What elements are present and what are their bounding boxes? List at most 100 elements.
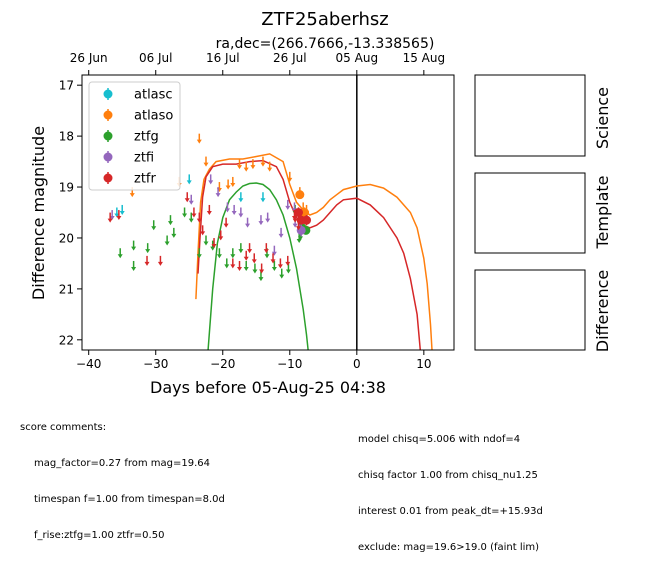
legend-marker <box>103 173 113 183</box>
upper-limit-arrow-ztfi <box>245 223 251 228</box>
legend-label: atlaso <box>134 109 173 124</box>
legend-label: ztfi <box>134 151 154 166</box>
upper-limit-arrow-ztfi <box>109 216 115 221</box>
legend: atlasc atlaso ztfg ztfi ztfr <box>88 81 181 191</box>
upper-limit-arrow-ztfr <box>251 259 257 264</box>
model-comment-line: model chisq=5.006 with ndof=4 <box>358 434 521 445</box>
axes-frame <box>81 74 455 351</box>
upper-limit-arrow-ztfg <box>164 241 170 246</box>
detection-point-ztfr <box>293 208 303 217</box>
upper-limit-arrow-ztfg <box>131 246 137 251</box>
legend-marker <box>103 131 113 141</box>
legend-box <box>88 81 181 191</box>
model-curve-ztfg <box>207 182 309 350</box>
upper-limit-arrow-ztfr <box>191 213 197 218</box>
upper-limit-arrow-ztfg <box>271 266 277 271</box>
detection-point-atlaso <box>295 190 305 200</box>
y-tick-label: 19 <box>59 181 74 195</box>
upper-limit-arrow-ztfg <box>145 249 151 254</box>
top-x-tick-label: 15 Aug <box>403 51 446 65</box>
chart-title: ZTF25aberhsz <box>261 9 388 30</box>
upper-limit-arrow-ztfr <box>200 231 206 236</box>
upper-limit-arrow-ztfg <box>258 277 264 282</box>
upper-limit-arrow-atlaso <box>225 185 231 190</box>
difference-panel-label: Difference <box>593 270 612 352</box>
template-panel-label: Template <box>593 175 612 249</box>
score-comments-header: score comments: <box>20 422 107 433</box>
upper-limit-arrow-ztfr <box>237 266 243 271</box>
upper-limit-arrow-ztfg <box>279 274 285 279</box>
y-axis-label: Difference magnitude <box>29 126 48 300</box>
upper-limit-arrow-atlaso <box>129 193 135 198</box>
upper-limit-arrow-atlaso <box>230 182 236 187</box>
upper-limit-arrow-ztfi <box>278 233 284 238</box>
upper-limit-arrow-ztfg <box>171 233 177 238</box>
upper-limit-arrow-atlaso <box>267 167 273 172</box>
upper-limit-arrow-ztfg <box>238 249 244 254</box>
upper-limit-arrow-ztfg <box>298 236 304 241</box>
upper-limit-arrow-ztfr <box>196 218 202 223</box>
y-tick-label: 18 <box>59 130 74 144</box>
upper-limit-arrow-ztfg <box>151 226 157 231</box>
template-panel <box>474 172 586 254</box>
upper-limit-arrow-atlaso <box>260 162 266 167</box>
x-axis-label: Days before 05-Aug-25 04:38 <box>150 378 386 397</box>
upper-limit-arrow-atlaso <box>250 165 256 170</box>
upper-limit-arrow-ztfi <box>215 193 221 198</box>
upper-limit-arrow-ztfg <box>243 266 249 271</box>
legend-marker <box>103 152 113 162</box>
x-tick-label: −10 <box>277 357 302 371</box>
x-tick-label: −20 <box>210 357 235 371</box>
lightcurve-figure: ZTF25aberhsz ra,dec=(266.7666,-13.338565… <box>29 9 612 397</box>
detection-point-ztfr <box>302 215 312 225</box>
upper-limit-arrow-ztfi <box>285 205 291 210</box>
x-tick-label: −40 <box>76 357 101 371</box>
difference-panel <box>474 269 586 351</box>
model-comment-line: chisq factor 1.00 from chisq_nu1.25 <box>358 470 538 481</box>
upper-limit-arrow-atlasc <box>238 198 244 203</box>
upper-limit-arrow-atlasc <box>260 198 266 203</box>
upper-limit-arrow-ztfg <box>131 266 137 271</box>
y-tick-label: 17 <box>59 79 74 93</box>
upper-limit-arrow-ztfr <box>211 244 217 249</box>
chart-subtitle: ra,dec=(266.7666,-13.338565) <box>216 36 435 52</box>
science-panel <box>474 74 586 157</box>
upper-limit-arrow-ztfg <box>182 213 188 218</box>
upper-limit-arrow-ztfr <box>295 226 301 231</box>
upper-limit-arrow-ztfr <box>184 198 190 203</box>
upper-limit-arrow-ztfg <box>196 254 202 259</box>
model-comments: model chisq=5.006 with ndof=4 chisq fact… <box>358 410 543 566</box>
upper-limit-arrow-atlaso <box>287 177 293 182</box>
upper-limit-arrow-ztfi <box>231 210 237 215</box>
upper-limit-arrow-ztfi <box>258 221 264 226</box>
upper-limit-arrow-ztfr <box>144 261 150 266</box>
upper-limit-arrow-ztfi <box>224 208 230 213</box>
upper-limit-arrow-ztfr <box>218 236 224 241</box>
legend-label: atlasc <box>134 88 173 103</box>
upper-limit-arrow-atlasc <box>119 210 125 215</box>
upper-limit-arrow-ztfg <box>252 269 258 274</box>
upper-limit-arrow-ztfg <box>264 254 270 259</box>
upper-limit-arrow-ztfi <box>265 218 271 223</box>
upper-limit-arrow-ztfg <box>117 254 123 259</box>
upper-limit-arrow-ztfr <box>223 223 229 228</box>
x-tick-label: 10 <box>416 357 431 371</box>
legend-label: ztfr <box>134 172 156 187</box>
y-tick-label: 22 <box>59 333 74 347</box>
upper-limit-arrow-ztfr <box>107 218 113 223</box>
upper-limit-arrow-ztfg <box>230 254 236 259</box>
upper-limit-arrow-ztfr <box>285 261 291 266</box>
upper-limit-arrow-ztfg <box>188 218 194 223</box>
upper-limit-arrow-atlaso <box>243 167 249 172</box>
x-tick-label: 0 <box>353 357 361 371</box>
upper-limit-arrow-ztfr <box>259 269 265 274</box>
model-curve-atlaso <box>195 153 433 350</box>
science-panel-label: Science <box>593 87 612 149</box>
top-x-tick-label: 16 Jul <box>206 51 240 65</box>
upper-limit-arrow-ztfi <box>238 213 244 218</box>
legend-marker <box>103 89 113 99</box>
upper-limit-arrow-ztfi <box>271 251 277 256</box>
upper-limit-arrow-ztfr <box>243 256 249 261</box>
upper-limit-arrow-atlaso <box>203 162 209 167</box>
upper-limit-arrow-ztfr <box>206 210 212 215</box>
